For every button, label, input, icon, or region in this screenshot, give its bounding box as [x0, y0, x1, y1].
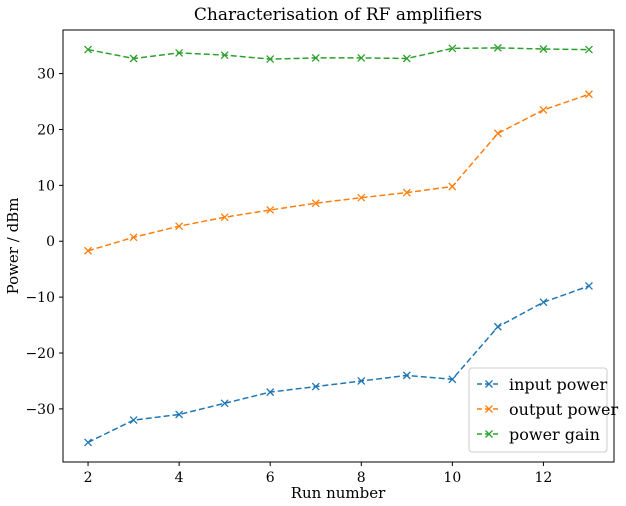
- x-tick-label: 4: [175, 470, 184, 486]
- data-point: [402, 54, 411, 63]
- legend-marker: [485, 380, 493, 388]
- data-point: [402, 188, 411, 197]
- y-tick-label: −10: [25, 290, 55, 306]
- data-point: [584, 45, 593, 54]
- data-point: [493, 322, 502, 331]
- data-point: [129, 54, 138, 63]
- y-tick-label: 30: [37, 67, 55, 83]
- y-axis-label: Power / dBm: [4, 198, 22, 295]
- legend-item: input power: [477, 375, 608, 394]
- x-tick-label: 8: [357, 470, 366, 486]
- data-point: [402, 371, 411, 380]
- legend-label: input power: [509, 375, 608, 394]
- data-point: [448, 182, 457, 191]
- x-tick-label: 12: [535, 470, 553, 486]
- data-point: [539, 105, 548, 114]
- y-tick-label: 20: [37, 122, 55, 138]
- data-point: [493, 129, 502, 138]
- data-point: [220, 213, 229, 222]
- data-point: [357, 377, 366, 385]
- data-point: [84, 45, 93, 54]
- legend-marker: [485, 405, 493, 413]
- legend-item: power gain: [477, 425, 600, 444]
- data-point: [266, 55, 275, 64]
- series-layer: [84, 43, 593, 447]
- data-point: [448, 44, 457, 53]
- data-point: [266, 388, 275, 397]
- data-point: [266, 205, 275, 214]
- legend-label: output power: [509, 400, 618, 419]
- data-point: [584, 90, 593, 99]
- data-point: [84, 246, 93, 255]
- plot-area: [62, 29, 615, 463]
- y-tick-label: −20: [25, 346, 55, 362]
- x-tick-label: 6: [266, 470, 275, 486]
- data-point: [220, 399, 229, 408]
- legend-label: power gain: [509, 425, 600, 444]
- data-point: [129, 416, 138, 425]
- series-output-power: [84, 90, 593, 255]
- x-tick-label: 10: [443, 470, 461, 486]
- legend-marker: [485, 430, 493, 438]
- data-point: [584, 281, 593, 290]
- series-power-gain: [84, 43, 593, 64]
- data-point: [311, 53, 320, 62]
- data-point: [84, 438, 93, 447]
- y-tick-label: −30: [25, 402, 55, 418]
- data-point: [311, 382, 320, 391]
- data-point: [175, 222, 184, 231]
- data-point: [311, 199, 320, 208]
- plot-frame: [62, 29, 615, 463]
- data-point: [357, 53, 366, 62]
- data-point: [175, 48, 184, 57]
- series-input-power: [84, 281, 593, 447]
- data-point: [357, 193, 366, 202]
- data-point: [220, 51, 229, 60]
- data-point: [493, 43, 502, 52]
- series-line: [87, 47, 590, 60]
- y-tick-label: 10: [37, 178, 55, 194]
- legend-box: [468, 367, 608, 453]
- legend-item: output power: [477, 400, 618, 419]
- chart-title: Characterisation of RF amplifiers: [194, 5, 482, 25]
- data-point: [448, 375, 457, 384]
- series-line: [87, 285, 590, 444]
- data-point: [129, 233, 138, 242]
- data-point: [539, 45, 548, 53]
- x-axis-label: Run number: [291, 484, 386, 502]
- axes: 2 4 6 8 10 12 −30 −20 −10 0 10 20 30: [25, 67, 552, 486]
- data-point: [539, 298, 548, 307]
- legend: input power output power power gain: [468, 367, 618, 453]
- data-point: [175, 410, 184, 419]
- series-line: [87, 93, 590, 252]
- x-tick-label: 2: [84, 470, 93, 486]
- y-tick-label: 0: [46, 234, 55, 250]
